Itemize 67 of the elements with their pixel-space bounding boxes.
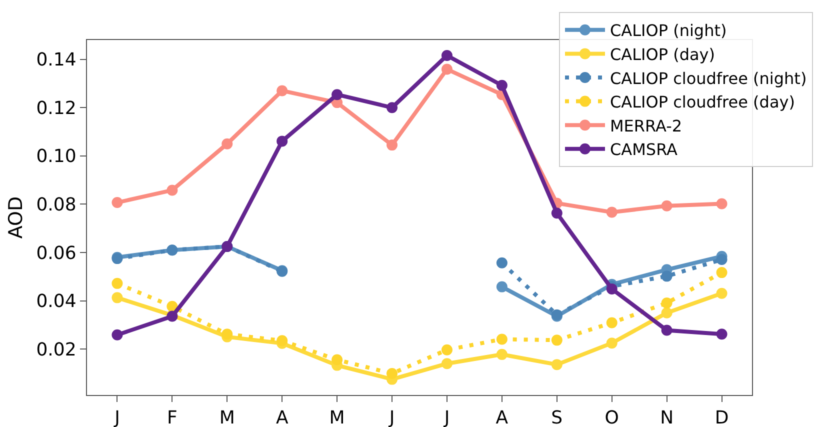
point xyxy=(716,288,728,299)
legend-label: CALIOP cloudfree (day) xyxy=(610,92,795,112)
point xyxy=(332,89,343,100)
point xyxy=(661,270,672,282)
point xyxy=(222,138,233,150)
point xyxy=(606,206,618,218)
point xyxy=(716,254,728,266)
y-tick-label: 0.12 xyxy=(36,98,76,119)
point xyxy=(551,208,562,219)
point xyxy=(386,102,398,114)
y-tick-label: 0.02 xyxy=(36,339,76,360)
x-tick-label: M xyxy=(219,408,235,427)
point xyxy=(661,324,672,336)
point xyxy=(166,184,178,196)
point xyxy=(276,335,288,346)
x-tick-label: N xyxy=(660,408,674,427)
point xyxy=(551,334,562,346)
point xyxy=(276,136,288,147)
point xyxy=(222,328,233,340)
x-tick-label: J xyxy=(443,408,450,427)
legend-label: CALIOP (night) xyxy=(610,21,727,40)
point xyxy=(441,50,452,61)
y-tick-label: 0.14 xyxy=(36,50,76,71)
point xyxy=(606,317,618,328)
point xyxy=(661,307,672,318)
y-tick-label: 0.06 xyxy=(36,242,76,264)
point xyxy=(441,344,452,356)
point xyxy=(606,338,618,349)
y-tick-label: 0.04 xyxy=(36,291,76,312)
point xyxy=(496,257,508,268)
point xyxy=(386,368,398,380)
point xyxy=(661,297,672,308)
x-tick-label: J xyxy=(388,408,395,427)
point xyxy=(551,359,562,370)
point xyxy=(496,348,508,360)
point xyxy=(496,334,508,345)
x-tick-label: D xyxy=(714,408,729,427)
point xyxy=(112,197,123,208)
x-tick-label: F xyxy=(167,408,178,427)
x-tick-label: A xyxy=(276,408,289,427)
point xyxy=(496,80,508,91)
x-tick-label: A xyxy=(496,408,509,427)
x-tick-label: O xyxy=(604,408,619,427)
y-tick-label: 0.10 xyxy=(36,146,76,168)
point xyxy=(276,85,288,96)
point xyxy=(441,64,452,75)
legend-label: MERRA-2 xyxy=(610,116,682,136)
point xyxy=(386,140,398,151)
point xyxy=(112,292,123,304)
point xyxy=(441,358,452,370)
point xyxy=(332,354,343,366)
x-tick-label: M xyxy=(329,408,345,427)
y-tick-label: 0.08 xyxy=(36,194,76,216)
point xyxy=(606,283,618,294)
point xyxy=(716,267,728,278)
point xyxy=(112,329,123,340)
x-tick-label: J xyxy=(114,408,120,427)
point xyxy=(112,278,123,289)
legend-label: CALIOP cloudfree (night) xyxy=(610,68,807,88)
legend-label: CALIOP (day) xyxy=(610,44,715,64)
point xyxy=(716,328,728,340)
point xyxy=(661,200,672,212)
point xyxy=(716,198,728,210)
point xyxy=(496,281,508,292)
x-tick-label: S xyxy=(551,408,563,427)
y-axis-title: AOD xyxy=(5,196,28,239)
legend-label: CAMSRA xyxy=(610,140,678,160)
